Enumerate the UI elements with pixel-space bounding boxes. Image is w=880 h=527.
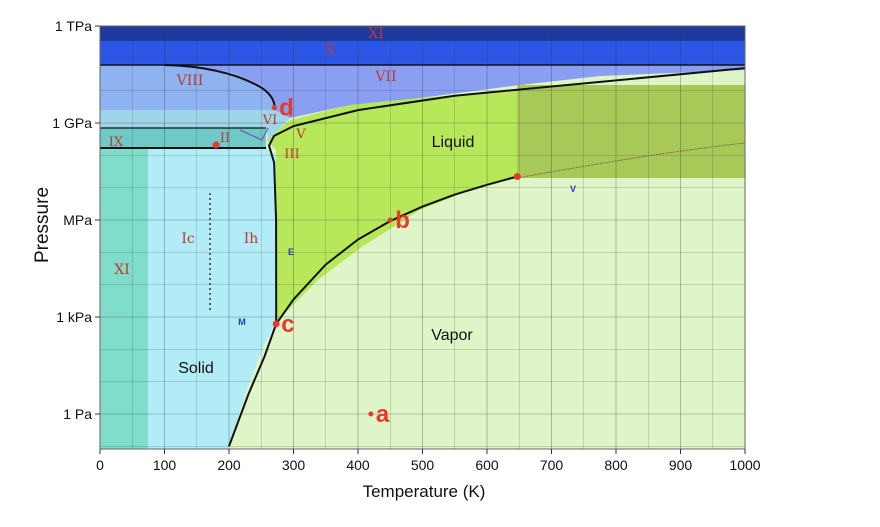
x-tick-label: 100 <box>153 457 177 473</box>
region-supercritical <box>517 85 745 178</box>
ice-boundaries <box>100 64 745 313</box>
annotation-dot-b <box>387 217 393 223</box>
label-ice-x: X <box>325 42 335 58</box>
annotation-label-d: d <box>279 95 294 122</box>
label-ice-xi-high: XI <box>368 26 384 42</box>
y-tick-label: 1 GPa <box>52 115 92 131</box>
x-tick-label: 500 <box>411 457 435 473</box>
y-axis-label: Pressure <box>32 187 53 263</box>
label-m: M <box>238 317 246 327</box>
boundary-letters: E M V <box>238 184 576 327</box>
annotation-dot-c <box>273 321 279 327</box>
region-ice-ix-ii <box>100 128 266 148</box>
label-e: E <box>288 247 294 257</box>
x-tick-label: 0 <box>96 457 104 473</box>
label-ice-vii: VII <box>374 69 396 85</box>
grid-lines <box>99 25 746 449</box>
annotation-points: a b c d <box>271 95 410 428</box>
x-tick-label: 700 <box>540 457 564 473</box>
annotation-dot-a <box>368 411 374 417</box>
boundary-melting <box>268 67 745 324</box>
x-tick-label: 400 <box>346 457 370 473</box>
region-ice-iii-v-vi <box>100 110 290 140</box>
label-vapor: Vapor <box>431 327 473 344</box>
label-solid: Solid <box>178 360 214 377</box>
x-tick-label: 800 <box>604 457 628 473</box>
label-ice-iii: III <box>284 147 299 162</box>
region-liquid <box>266 90 517 322</box>
annotation-dot-d <box>271 105 277 111</box>
boundary-viii-vii <box>164 64 276 111</box>
x-tick-label: 200 <box>217 457 241 473</box>
label-ice-vi: VI <box>262 113 278 128</box>
label-ice-ii: II <box>220 131 230 146</box>
annotation-label-c: c <box>281 311 294 338</box>
label-ice-ic: Ic <box>181 231 195 247</box>
y-tick-label: 1 TPa <box>55 18 92 34</box>
y-tick-label: 1 Pa <box>63 406 92 422</box>
label-v: V <box>570 184 576 194</box>
label-ice-v: V <box>295 127 306 142</box>
y-tick-label: 1 kPa <box>56 309 92 325</box>
x-tick-label: 1000 <box>729 457 760 473</box>
boundary-widom-line <box>516 142 745 179</box>
x-axis-label: Temperature (K) <box>363 482 486 501</box>
label-ice-ix: IX <box>109 135 124 150</box>
boundary-ice-v-vi <box>239 127 269 141</box>
label-ice-ih: Ih <box>244 231 259 247</box>
x-tick-label: 300 <box>282 457 306 473</box>
critical-point <box>513 173 521 181</box>
label-ice-viii: VIII <box>176 73 204 89</box>
x-axis-ticks: 0 100 200 300 400 500 600 700 800 900 1000 <box>96 449 761 473</box>
boundary-sublimation <box>228 323 278 447</box>
region-ice-xi-low <box>100 148 148 449</box>
x-tick-label: 900 <box>669 457 693 473</box>
y-tick-label: MPa <box>63 212 92 228</box>
x-tick-label: 600 <box>475 457 499 473</box>
phase-labels: Liquid Vapor Solid Ih Ic XI IX II III V … <box>109 26 475 377</box>
region-ice-vii <box>165 65 745 118</box>
y-axis-ticks: 1 TPa 1 GPa MPa 1 kPa 1 Pa <box>52 18 100 422</box>
annotation-label-b: b <box>395 207 410 234</box>
ice-triple-point <box>212 141 220 149</box>
annotation-label-a: a <box>376 401 390 428</box>
label-liquid: Liquid <box>432 134 475 151</box>
label-ice-xi-low: XI <box>114 262 130 278</box>
region-ice-viii <box>100 65 275 110</box>
